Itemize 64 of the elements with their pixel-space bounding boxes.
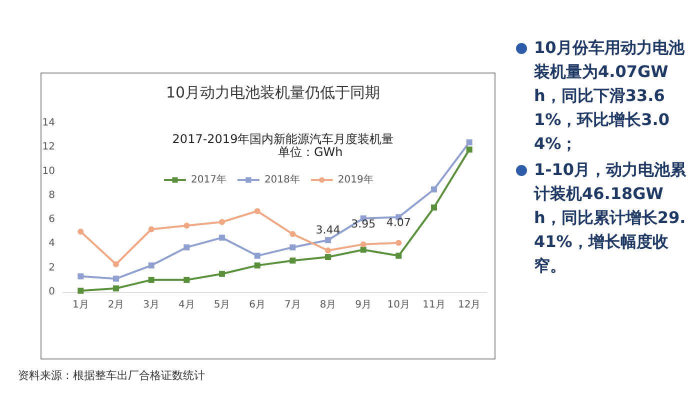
x-tick-label: 4月 [178,300,195,310]
point [254,208,260,214]
point [184,276,190,283]
point [290,258,296,264]
legend-label: 2019年 [338,174,374,186]
point [290,244,296,250]
x-tick-label: 12月 [458,300,481,310]
point [78,228,84,235]
y-tick-label: 2 [48,262,55,274]
x-tick-label: 5月 [214,300,230,310]
point [396,252,402,259]
point [78,288,84,294]
data-label: 3.44 [316,223,340,236]
point [466,146,472,153]
point [466,139,472,146]
point [254,252,260,259]
point [254,262,260,268]
x-tick-label: 10月 [387,300,410,310]
y-tick-label: 6 [48,214,55,226]
point [184,244,190,250]
point [325,237,331,244]
text: 资料来源：根据整车出厂合格证数统计 [18,369,205,382]
point [148,226,154,232]
y-tick-label: 14 [42,118,55,128]
point [431,204,437,210]
legend-label: 2017年 [191,174,226,186]
x-tick-label: 11月 [422,300,446,310]
point [396,240,402,246]
point [219,270,225,277]
y-tick-label: 12 [42,142,55,153]
point [78,273,84,280]
y-tick-label: 10 [42,166,55,177]
x-tick-label: 1月 [72,300,89,310]
point [113,276,119,282]
data-label: 3.95 [351,217,376,230]
point [184,222,190,229]
x-tick-label: 6月 [249,300,266,310]
point [219,218,225,225]
point [148,276,154,283]
point [148,262,154,268]
x-tick-label: 9月 [355,300,372,310]
y-tick-label: 8 [48,190,55,201]
annotation: 单位：GWh [278,145,343,159]
x-tick-label: 8月 [320,300,336,310]
y-tick-label: 4 [48,238,55,250]
point [113,261,119,268]
point [431,186,437,192]
x-tick-label: 2月 [108,300,124,310]
x-tick-label: 3月 [143,300,160,310]
point [113,285,119,292]
x-tick-label: 7月 [284,300,301,310]
data-label: 4.07 [386,216,411,229]
point [360,241,366,248]
point [219,234,225,241]
point [325,247,331,254]
point [360,246,366,253]
text: 10月份车用动力电池装机量为4.07GWh，同比下滑33.61%，环比增长3.04%； [534,37,686,155]
legend-label: 2018年 [264,174,300,186]
text: 2017-2019年国内新能源汽车月度装机量 [172,132,394,146]
chart-title: 10月动力电池装机量仍低于同期 [166,84,380,102]
point [325,254,331,260]
text: 1-10月，动力电池累计装机46.18GWh，同比累计增长29.41%，增长幅度收窄。 [534,159,688,277]
point [290,231,296,238]
y-tick-label: 0 [48,286,55,298]
